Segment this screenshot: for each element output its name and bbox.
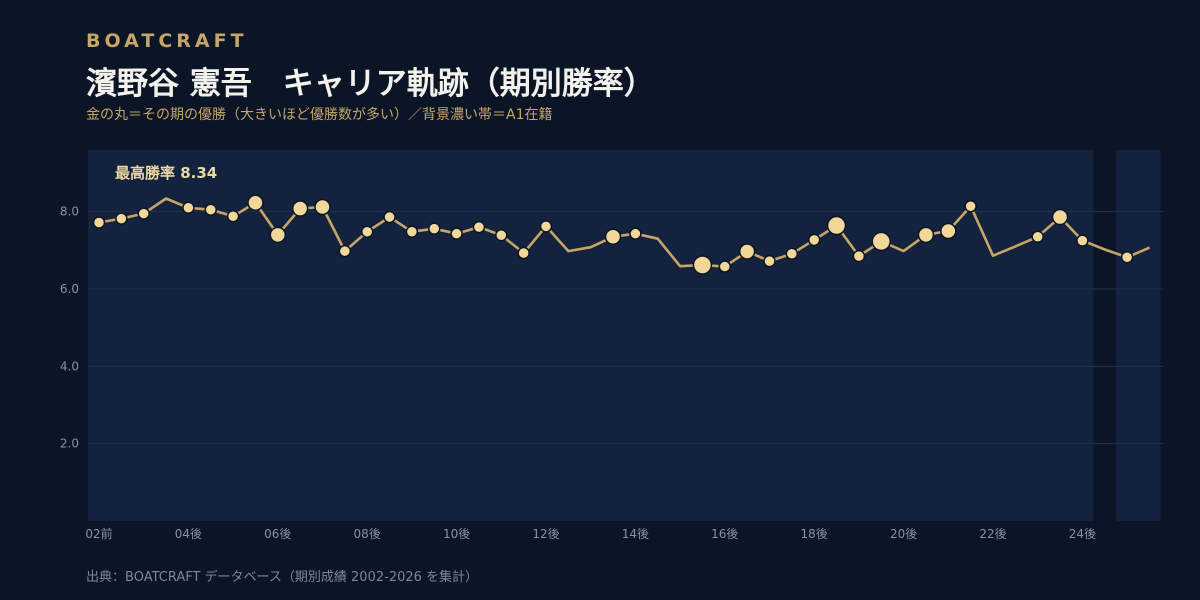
win-marker xyxy=(428,222,441,235)
y-axis-ticks: 2.0 4.0 6.0 8.0 xyxy=(60,205,79,451)
win-marker xyxy=(738,243,756,260)
y-tick-label: 2.0 xyxy=(60,437,79,451)
win-marker xyxy=(807,233,821,247)
win-marker xyxy=(785,247,799,261)
brand-label: BOATCRAFT xyxy=(86,30,248,52)
win-marker xyxy=(692,255,713,275)
x-tick-label: 24後 xyxy=(1069,527,1096,541)
win-marker xyxy=(314,198,331,216)
x-tick-label: 06後 xyxy=(264,527,291,541)
x-axis-ticks: 02前 04後 06後 08後 10後 12後 14後 16後 18後 20後 22後 24後 xyxy=(85,526,1096,541)
win-rate-series xyxy=(92,194,1151,275)
x-tick-label: 08後 xyxy=(354,527,381,541)
win-marker xyxy=(1120,251,1134,264)
x-tick-label: 10後 xyxy=(443,527,470,541)
win-marker xyxy=(1051,208,1069,226)
x-tick-label: 14後 xyxy=(622,527,649,541)
win-marker xyxy=(917,226,935,244)
win-marker xyxy=(852,249,866,263)
win-marker xyxy=(338,244,352,258)
x-tick-label: 22後 xyxy=(979,527,1006,541)
win-marker xyxy=(405,225,419,238)
win-marker xyxy=(718,260,732,273)
win-marker xyxy=(495,228,508,242)
win-marker xyxy=(450,227,463,240)
a1-band-1 xyxy=(1116,150,1161,521)
win-marker xyxy=(247,194,264,211)
win-marker xyxy=(964,199,977,213)
win-marker xyxy=(182,201,195,215)
win-marker xyxy=(383,210,396,224)
win-marker xyxy=(1076,234,1089,247)
win-marker xyxy=(291,200,309,217)
x-tick-label: 18後 xyxy=(801,527,828,541)
win-marker xyxy=(826,215,847,236)
win-marker xyxy=(604,228,622,246)
win-marker xyxy=(871,231,891,252)
x-tick-label: 20後 xyxy=(890,527,917,541)
y-tick-label: 8.0 xyxy=(60,205,79,219)
win-marker xyxy=(226,210,240,223)
win-marker xyxy=(1031,230,1044,244)
win-marker xyxy=(629,227,642,240)
win-marker xyxy=(92,216,106,229)
win-marker xyxy=(539,220,553,233)
a1-band-0 xyxy=(88,150,1094,521)
x-tick-label: 16後 xyxy=(711,527,738,541)
win-marker xyxy=(137,207,150,220)
win-marker xyxy=(360,225,374,238)
win-marker xyxy=(204,203,217,216)
gridlines xyxy=(88,211,1163,445)
chart-title: 濱野谷 憲吾 キャリア軌跡（期別勝率） xyxy=(86,66,655,102)
source-note: 出典：BOATCRAFT データベース（期別成績 2002-2026 を集計） xyxy=(86,570,479,585)
win-marker xyxy=(763,254,776,268)
win-marker xyxy=(269,226,287,244)
win-marker xyxy=(115,212,128,225)
win-marker xyxy=(472,220,486,234)
y-tick-label: 4.0 xyxy=(60,359,79,373)
win-marker xyxy=(517,246,530,260)
x-tick-label: 12後 xyxy=(532,527,559,541)
chart-subtitle: 金の丸＝その期の優勝（大きいほど優勝数が多い）／背景濃い帯＝A1在籍 xyxy=(86,107,553,123)
max-rate-annotation: 最高勝率 8.34 xyxy=(115,164,217,182)
win-marker xyxy=(940,222,957,240)
x-tick-label: 02前 xyxy=(85,526,112,541)
x-tick-label: 04後 xyxy=(175,527,202,541)
y-tick-label: 6.0 xyxy=(60,282,79,296)
